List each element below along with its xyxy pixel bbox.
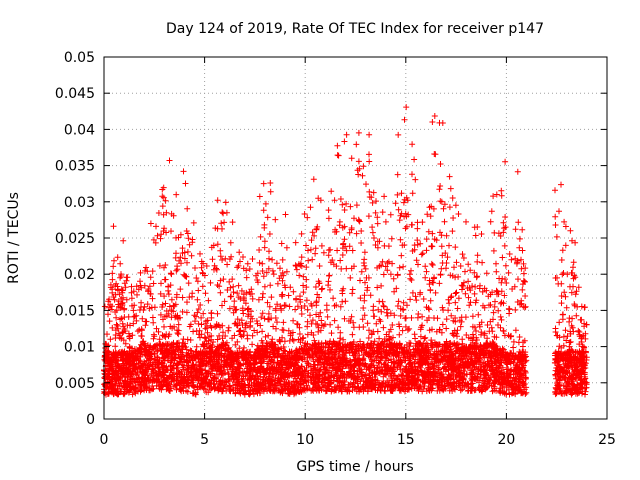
y-tick-label: 0: [86, 412, 95, 428]
chart-title: Day 124 of 2019, Rate Of TEC Index for r…: [166, 21, 544, 37]
y-tick-label: 0.04: [64, 122, 95, 138]
x-tick-label: 15: [397, 432, 415, 448]
roti-series-markers: [101, 104, 590, 398]
y-tick-label: 0.025: [55, 231, 95, 247]
y-tick-label: 0.03: [64, 195, 95, 211]
y-tick-label: 0.045: [55, 86, 95, 102]
y-tick-label: 0.015: [55, 303, 95, 319]
x-tick-label: 20: [497, 432, 515, 448]
y-tick-label: 0.02: [64, 267, 95, 283]
x-tick-label: 0: [100, 432, 109, 448]
y-axis-label: ROTI / TECUs: [6, 192, 22, 284]
y-tick-label: 0.01: [64, 340, 95, 356]
y-tick-label: 0.035: [55, 159, 95, 175]
axis-ticks: [103, 56, 608, 420]
grid-lines: [104, 57, 607, 419]
x-tick-label: 10: [296, 432, 314, 448]
y-tick-label: 0.005: [55, 376, 95, 392]
x-tick-label: 25: [598, 432, 616, 448]
y-tick-label: 0.05: [64, 50, 95, 66]
x-axis-label: GPS time / hours: [296, 459, 413, 475]
data-points: [101, 104, 590, 398]
tick-labels: 0 0.005 0.01 0.015 0.02 0.025 0.03 0.035 0.04 0.0…: [55, 50, 616, 448]
x-tick-label: 5: [200, 432, 209, 448]
